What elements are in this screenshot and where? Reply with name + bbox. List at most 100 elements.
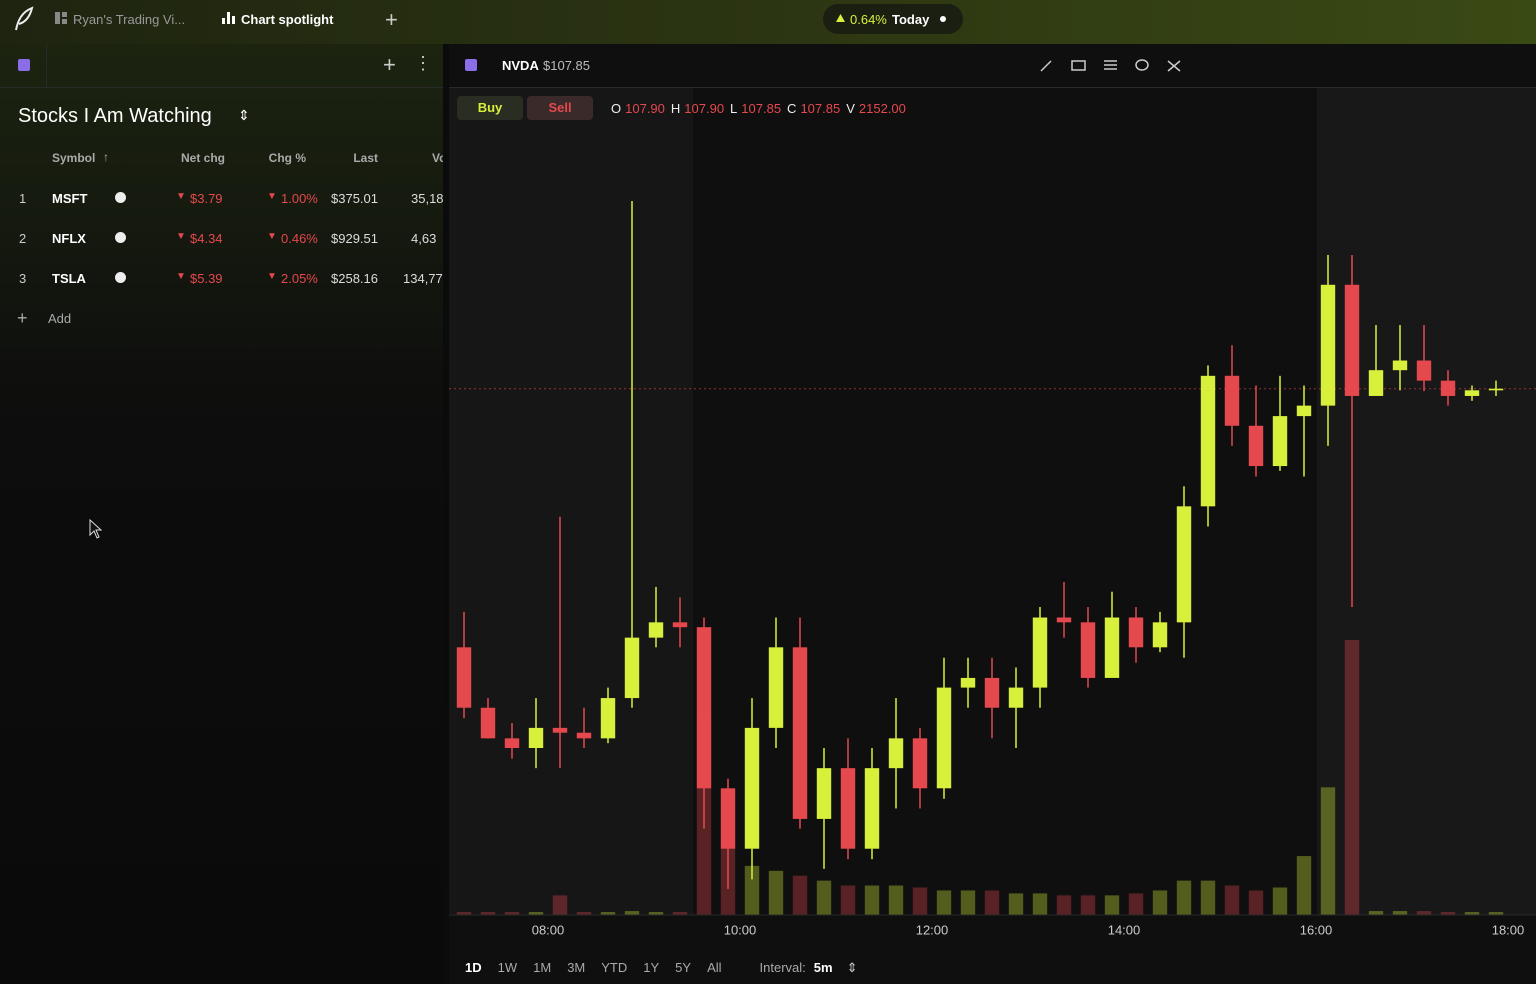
candle-body: [816, 768, 832, 819]
cursor: [89, 519, 103, 539]
tab[interactable]: Ryan's Trading Vi...: [73, 12, 186, 27]
range-button[interactable]: 1D: [465, 960, 482, 975]
tab[interactable]: Chart spotlight: [241, 12, 334, 27]
row-index: 1: [19, 191, 27, 206]
buy-button[interactable]: Buy: [457, 96, 523, 120]
candle-body: [648, 622, 664, 638]
candle-body: [1224, 375, 1240, 426]
add-tab[interactable]: +: [385, 7, 398, 32]
range-button[interactable]: YTD: [601, 960, 628, 975]
candle-body: [1128, 617, 1144, 648]
add[interactable]: +: [383, 52, 396, 77]
interval-label: Interval:: [759, 960, 806, 975]
volume-bar: [672, 912, 688, 915]
candle-body: [1440, 380, 1456, 396]
sell-button[interactable]: Sell: [527, 96, 593, 120]
range-button[interactable]: 1M: [533, 960, 552, 975]
net-change: $3.79: [190, 191, 223, 206]
volume-bar: [576, 912, 592, 915]
candle-body: [1488, 388, 1504, 391]
volume-bar: [1416, 911, 1432, 915]
candle-body: [792, 647, 808, 819]
candle-body: [984, 677, 1000, 708]
range-button[interactable]: 1Y: [643, 960, 660, 975]
candle-body: [504, 738, 520, 749]
ohlc-label: V: [846, 101, 855, 116]
add-label[interactable]: Add: [48, 311, 72, 326]
candle-body: [1344, 284, 1360, 396]
range-selector: 1D 1W 1M 3M YTD 1Y 5Y All Interval: 5m ⇕: [465, 960, 857, 976]
volume-bar: [1248, 890, 1264, 915]
candle-body: [1104, 617, 1120, 678]
candle-body: [624, 637, 640, 699]
volume-bar: [1080, 895, 1096, 915]
range-button[interactable]: 3M: [567, 960, 586, 975]
volume-bar: [1320, 787, 1336, 915]
candle-body: [576, 732, 592, 739]
interval-toggle: ⇕: [846, 960, 858, 975]
column-header: Volume: [432, 151, 443, 165]
column-header: Chg %: [268, 151, 306, 165]
candle-body: [720, 788, 736, 849]
candle-body: [528, 727, 544, 749]
column-header: Net chg: [180, 151, 225, 165]
volume-bar: [456, 912, 472, 915]
volume-bar: [528, 912, 544, 915]
x-tick-label: 18:00: [1492, 922, 1525, 937]
down-arrow: ▼: [176, 231, 186, 242]
volume-bar: [768, 870, 784, 915]
candle-body: [840, 768, 856, 849]
check-icon: [115, 272, 126, 283]
candle-body: [600, 698, 616, 739]
symbol: TSLA: [52, 271, 86, 286]
candle-body: [744, 727, 760, 849]
volume-bar: [504, 912, 520, 915]
volume-bar: [1032, 893, 1048, 915]
row-index: 2: [19, 231, 27, 246]
candle-body: [1152, 622, 1168, 648]
volume-bar: [1200, 880, 1216, 915]
candle-body: [1080, 622, 1096, 678]
candlestick-chart: 08:00 10:00 12:00 14:00 16:00 18:00: [449, 88, 1536, 937]
volume-bar: [1464, 912, 1480, 915]
add-icon[interactable]: +: [17, 308, 28, 328]
x-tick-label: 10:00: [724, 922, 757, 937]
candle-body: [696, 627, 712, 789]
sort-icon[interactable]: ⇕: [238, 107, 250, 123]
ohlc-value: 107.90: [684, 101, 725, 116]
menu[interactable]: ⋮: [414, 53, 432, 73]
today-label: Today: [892, 12, 930, 27]
volume: 134,77: [403, 271, 443, 286]
percent-change: 2.05%: [281, 271, 318, 286]
logo: [15, 6, 34, 31]
down-arrow: ▼: [267, 191, 277, 202]
volume-bar: [1296, 856, 1312, 915]
x-tick-label: 12:00: [916, 922, 949, 937]
chart-header: NVDA $107.85: [449, 44, 1536, 88]
range-button[interactable]: 1W: [497, 960, 518, 975]
volume-bar: [936, 890, 952, 915]
candle-body: [912, 738, 928, 789]
candle-body: [936, 687, 952, 789]
tab-icon: [55, 12, 67, 24]
volume-bar: [480, 912, 496, 915]
net-change: $5.39: [190, 271, 223, 286]
down-arrow: ▼: [176, 271, 186, 282]
range-button[interactable]: 5Y: [675, 960, 692, 975]
candle-body: [888, 738, 904, 769]
candle-body: [1320, 284, 1336, 406]
ohlc-value: 107.90: [625, 101, 665, 116]
range-button[interactable]: All: [707, 960, 722, 975]
down-arrow: ▼: [267, 271, 277, 282]
candle-body: [1296, 405, 1312, 417]
volume-bar: [1488, 912, 1504, 915]
volume-bar: [1224, 885, 1240, 915]
drawing-tools[interactable]: [1039, 58, 1189, 74]
volume-bar: [1176, 880, 1192, 915]
volume-bar: [624, 911, 640, 915]
watchlist-table: Symbol Net chg Chg % Last Volume ↑ 1 MSFT ▼ $3.79…: [0, 144, 443, 344]
check-icon: [115, 232, 126, 243]
watchlist-title[interactable]: Stocks I Am Watching: [18, 105, 212, 127]
interval-value[interactable]: 5m: [813, 960, 833, 975]
candle-body: [456, 647, 472, 708]
